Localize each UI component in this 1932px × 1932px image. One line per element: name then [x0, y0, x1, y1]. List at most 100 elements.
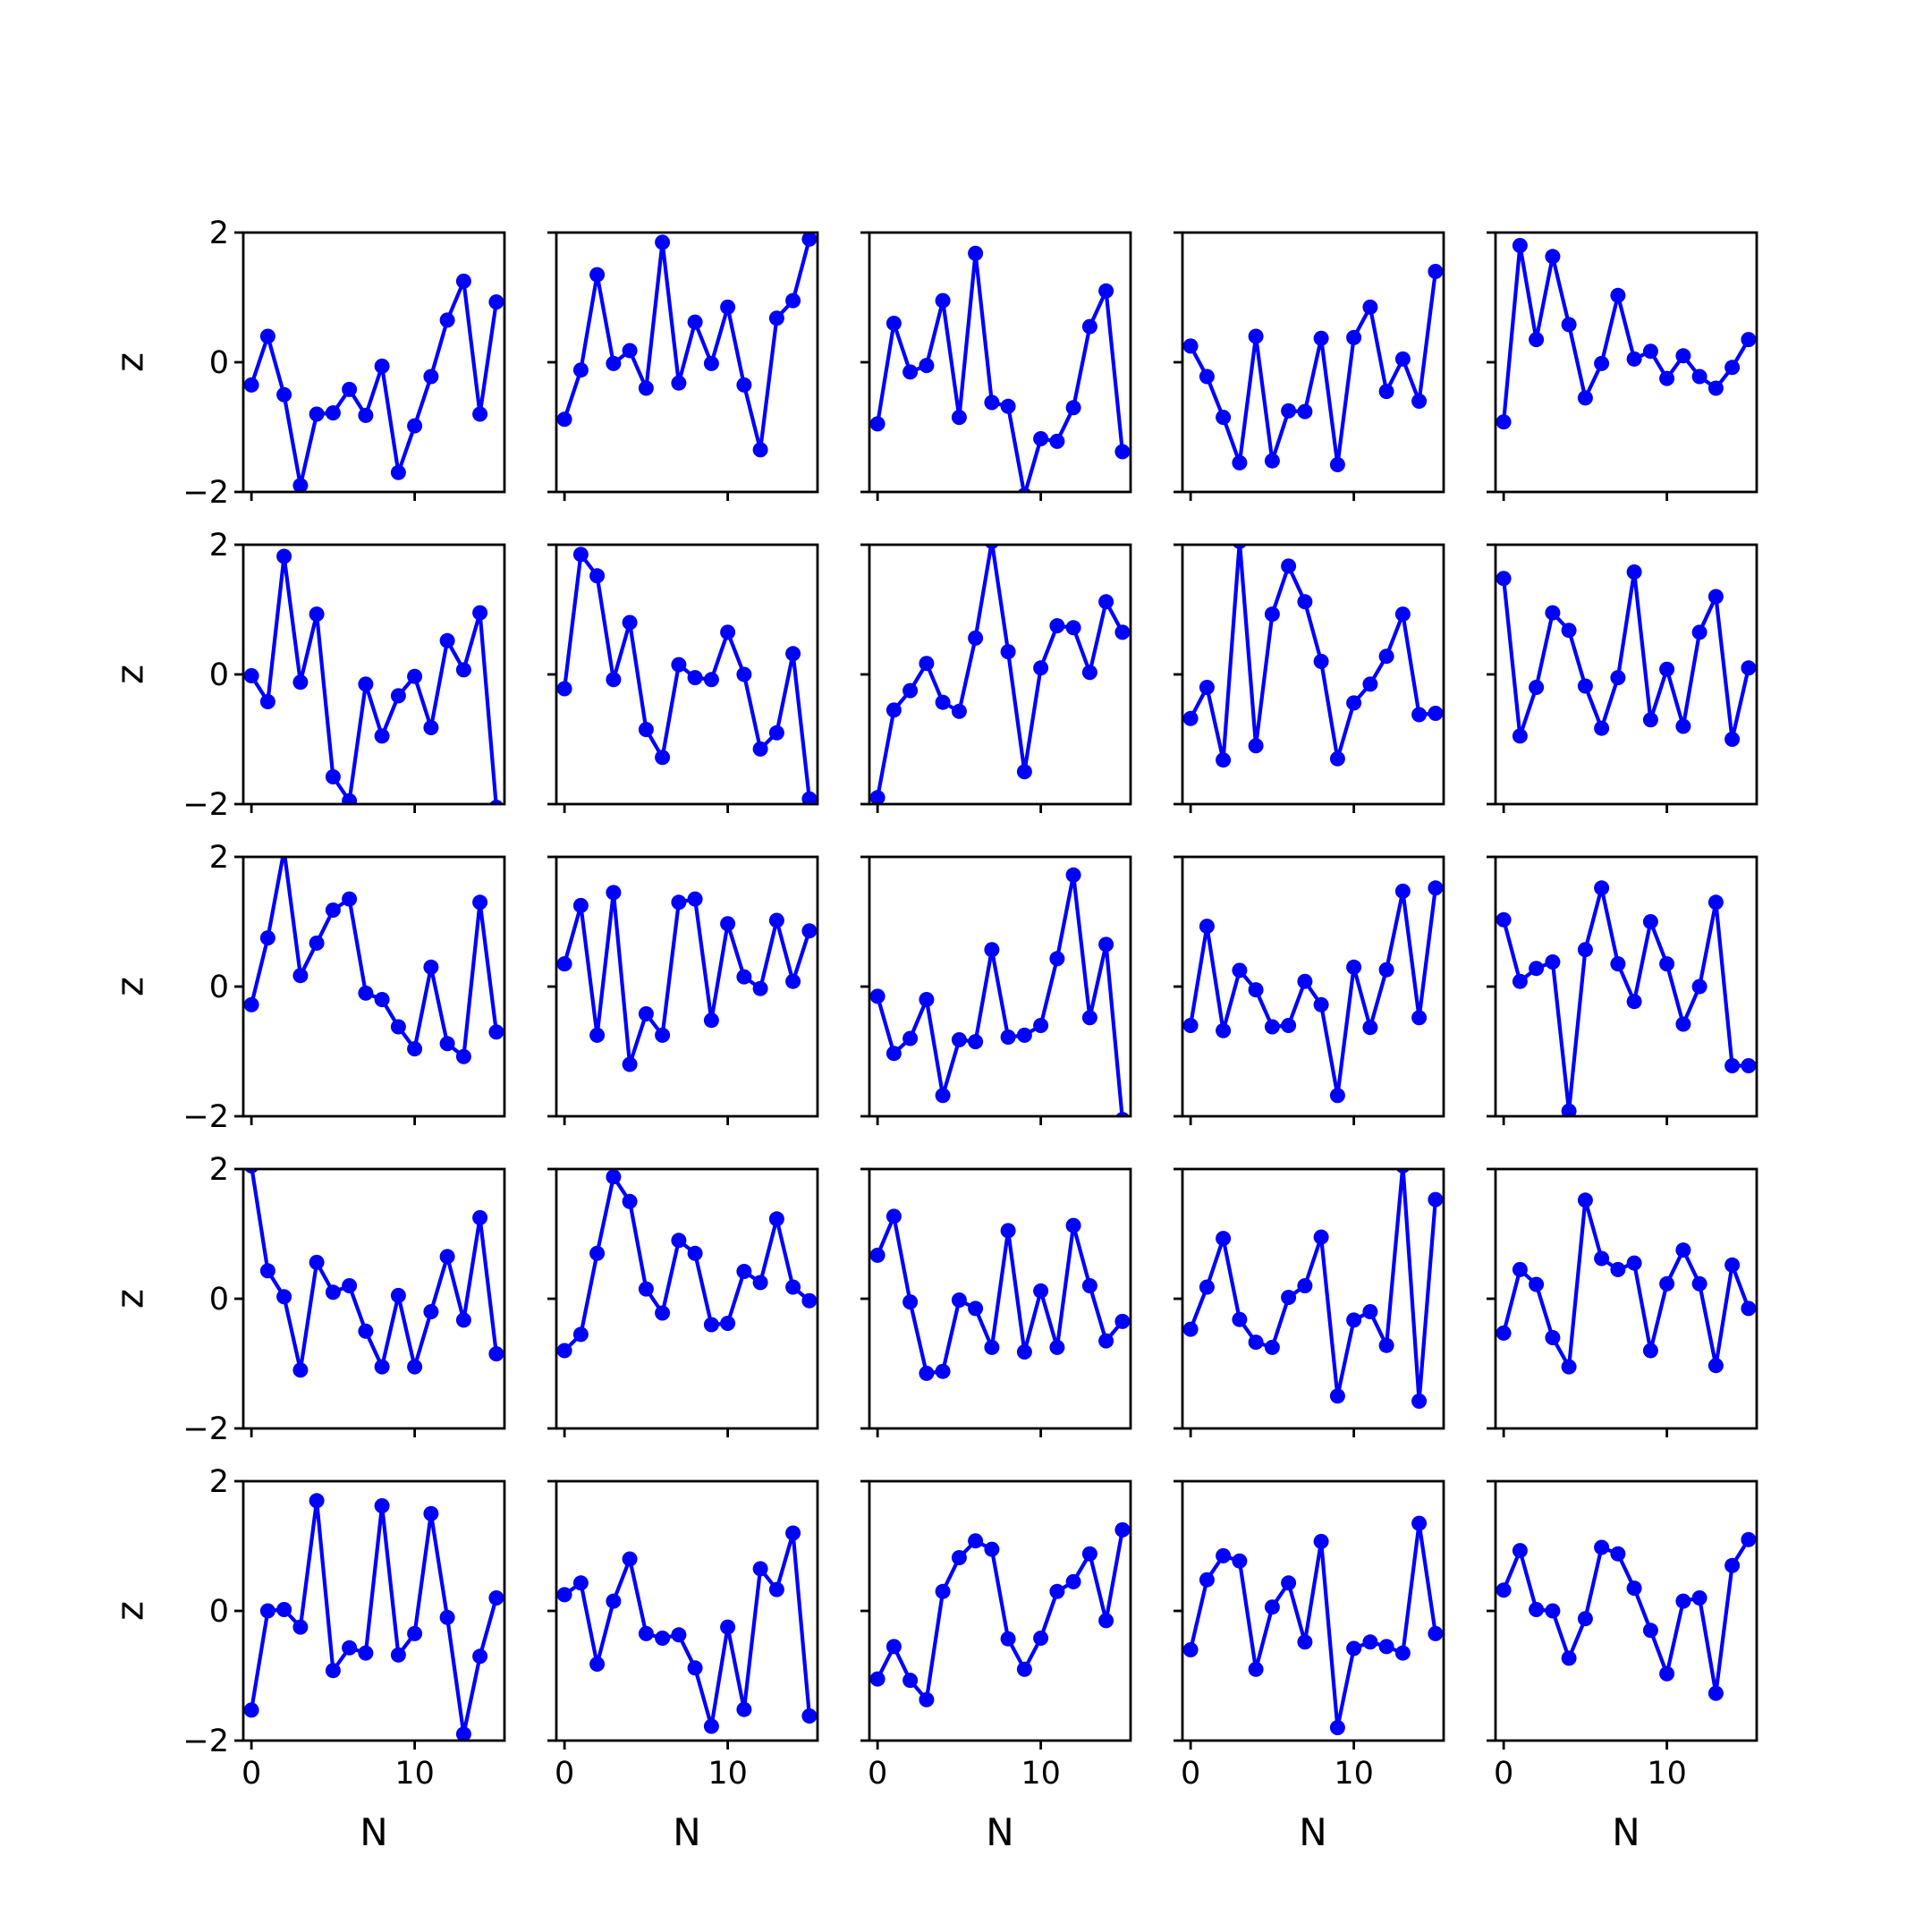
data-point — [244, 1169, 258, 1174]
data-point — [984, 1339, 1000, 1355]
data-point — [1329, 1720, 1345, 1735]
data-point — [671, 375, 687, 391]
data-point — [1114, 1313, 1131, 1329]
data-point — [902, 1673, 919, 1689]
data-point — [984, 394, 1000, 411]
subplot-r2-c1: −2 0 2 z — [108, 528, 506, 823]
data-point — [638, 722, 654, 738]
data-point — [752, 741, 768, 757]
data-point — [1264, 453, 1280, 469]
data-point — [1496, 1325, 1512, 1341]
data-point — [1626, 1580, 1642, 1597]
data-point — [1707, 1358, 1724, 1374]
y-tick-label: −2 — [182, 1099, 229, 1135]
y-tick-label: 2 — [209, 840, 229, 876]
series-line — [563, 890, 811, 1067]
data-point — [309, 1254, 325, 1270]
data-point — [1561, 1103, 1577, 1116]
data-point — [1264, 1599, 1280, 1615]
data-point — [703, 1317, 719, 1333]
axes-frame — [242, 855, 506, 1118]
data-point — [902, 1030, 919, 1046]
data-point — [309, 406, 325, 422]
y-tick-label: 2 — [209, 1152, 229, 1188]
data-point — [309, 935, 325, 951]
data-point — [1691, 369, 1707, 385]
data-point — [801, 1292, 818, 1309]
subplot-r3-c2 — [547, 855, 819, 1125]
data-point — [869, 1671, 886, 1687]
data-point — [1512, 238, 1528, 253]
data-point — [1577, 390, 1593, 406]
data-point — [276, 386, 292, 402]
data-point — [1199, 919, 1215, 935]
data-point — [1577, 678, 1593, 694]
data-point — [1594, 1250, 1610, 1267]
subplot-r5-c5: 0 10N — [1487, 1479, 1758, 1854]
data-point — [342, 792, 358, 804]
data-point — [935, 1088, 951, 1104]
data-point — [638, 380, 654, 396]
data-point — [572, 362, 589, 378]
data-point — [919, 1365, 935, 1381]
series-line — [876, 873, 1124, 1116]
data-point — [1378, 648, 1394, 665]
data-point — [1297, 403, 1313, 419]
data-point — [622, 614, 638, 631]
data-point — [768, 912, 784, 928]
data-point — [1232, 1553, 1248, 1569]
data-point — [488, 294, 504, 310]
data-point — [720, 624, 736, 640]
data-point — [1512, 1543, 1528, 1559]
data-point — [886, 1046, 902, 1062]
data-point — [374, 728, 390, 744]
data-point — [671, 1233, 687, 1249]
data-point — [1561, 1650, 1577, 1666]
series-group — [1182, 1515, 1444, 1735]
data-point — [1561, 317, 1577, 333]
data-point — [472, 894, 488, 911]
data-point — [1182, 338, 1199, 354]
series-line — [250, 554, 498, 804]
data-point — [1577, 1192, 1593, 1208]
data-point — [1000, 1223, 1016, 1239]
data-point — [768, 1581, 784, 1597]
data-point — [1512, 973, 1528, 989]
data-point — [919, 358, 935, 374]
subplot-r3-c4 — [1174, 855, 1445, 1125]
data-point — [325, 902, 341, 918]
data-point — [292, 968, 309, 984]
data-point — [572, 897, 589, 913]
data-point — [1081, 1278, 1097, 1293]
subplot-r3-c3 — [860, 855, 1132, 1125]
x-axis-label: N — [1299, 1810, 1326, 1854]
data-point — [489, 800, 504, 804]
subplot-r2-c5 — [1487, 543, 1758, 813]
data-point — [1098, 283, 1114, 299]
data-point — [1691, 979, 1707, 995]
y-tick-label: 2 — [209, 1464, 229, 1500]
data-point — [472, 1209, 488, 1225]
y-tick-label: −2 — [182, 787, 229, 823]
data-point — [1033, 1283, 1049, 1299]
series-group — [243, 857, 504, 1064]
data-point — [1529, 680, 1545, 695]
data-point — [325, 1663, 341, 1679]
data-point — [259, 1263, 275, 1279]
data-point — [1248, 1335, 1264, 1351]
data-point — [1216, 1231, 1232, 1247]
series-line — [1502, 1198, 1750, 1369]
series-group — [1182, 545, 1444, 768]
data-point — [358, 676, 374, 692]
data-point — [606, 1169, 622, 1185]
data-point — [1741, 1301, 1757, 1317]
data-point — [1428, 1191, 1444, 1208]
data-point — [1545, 1330, 1561, 1345]
series-line — [876, 251, 1124, 492]
data-point — [589, 1027, 606, 1043]
data-point — [1428, 706, 1444, 721]
data-point — [1346, 695, 1362, 711]
data-point — [720, 916, 736, 932]
data-point — [259, 1603, 275, 1619]
data-point — [1000, 1030, 1016, 1045]
